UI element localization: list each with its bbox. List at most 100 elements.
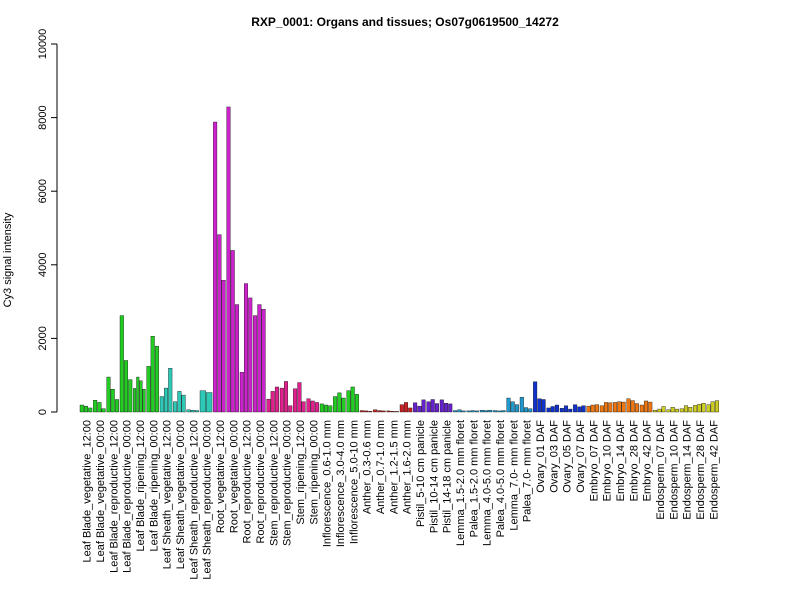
bar	[319, 403, 324, 413]
bar	[328, 405, 333, 413]
bar	[710, 401, 715, 413]
bar	[177, 391, 182, 413]
x-tick-label: Lemma_4.0-5.0 mm floret	[482, 420, 494, 546]
bar	[350, 386, 355, 413]
y-tick-label: 10000	[37, 29, 49, 60]
bar	[293, 388, 298, 413]
bar	[577, 406, 582, 413]
bar	[697, 404, 702, 413]
bar	[666, 409, 671, 413]
x-tick-label: Stem_reproductive_12:00	[268, 420, 280, 546]
bar	[573, 404, 578, 413]
bar	[479, 409, 484, 413]
bar	[497, 410, 502, 413]
x-tick-label: Embryo_28 DAF	[628, 420, 640, 502]
y-tick-label: 6000	[37, 179, 49, 203]
bar	[626, 398, 631, 413]
x-tick-label: Lemma_7.0- mm floret	[508, 420, 520, 531]
bar	[142, 389, 146, 413]
bar	[399, 404, 404, 413]
x-tick-label: Leaf Sheath_reproductive_12:00	[188, 420, 200, 580]
bar	[257, 304, 262, 413]
bar	[714, 400, 719, 413]
bar	[528, 408, 533, 413]
bars	[79, 106, 719, 413]
bar	[186, 409, 191, 413]
bar	[274, 386, 279, 413]
bar	[221, 280, 226, 413]
bar	[97, 402, 102, 413]
bar	[234, 304, 239, 413]
x-tick-label: Root_reproductive_00:00	[255, 420, 267, 544]
x-tick-label: Stem_ripening_00:00	[308, 420, 320, 525]
bar	[434, 403, 439, 413]
bar	[110, 389, 115, 413]
bar	[377, 410, 382, 413]
bar	[266, 398, 271, 413]
bar	[514, 404, 519, 413]
bar	[484, 410, 489, 413]
bar	[634, 403, 639, 413]
x-tick-label: Palea_7.0- mm floret	[522, 420, 534, 522]
bar	[599, 405, 604, 413]
bar	[154, 345, 159, 413]
x-tick-label: Leaf Blade_vegetative_00:00	[95, 420, 107, 563]
bar	[488, 409, 493, 413]
bar	[159, 396, 164, 413]
bar	[674, 408, 679, 413]
bar	[84, 405, 89, 413]
x-tick-label: Leaf Sheath_reproductive_00:00	[202, 420, 214, 580]
bar	[206, 392, 213, 413]
x-tick-label: Root_reproductive_12:00	[242, 420, 254, 544]
bar	[139, 380, 143, 413]
bar	[404, 402, 409, 413]
x-tick-label: Embryo_42 DAF	[642, 420, 654, 502]
bar	[253, 315, 258, 413]
x-tick-label: Leaf Blade_ripening_12:00	[135, 420, 147, 552]
bar	[373, 409, 378, 413]
x-tick-label: Leaf Sheath_vegetative_00:00	[175, 420, 187, 569]
bar	[217, 234, 222, 413]
x-axis: Leaf Blade_vegetative_12:00 Leaf Blade_ve…	[82, 420, 721, 580]
x-tick-label: Anther_0.7-1.0 mm	[375, 420, 387, 514]
bar	[657, 408, 662, 413]
bar	[368, 411, 373, 413]
bar	[648, 401, 653, 413]
bar	[524, 407, 529, 413]
x-tick-label: Endosperm_07 DAF	[655, 420, 667, 520]
bar	[537, 398, 542, 413]
bar	[124, 360, 129, 413]
bar	[701, 402, 706, 413]
bar	[261, 309, 266, 413]
bar	[430, 399, 435, 413]
y-axis-label: Cy3 signal intensity	[2, 212, 14, 307]
bar	[506, 397, 511, 413]
bar	[333, 396, 338, 413]
y-tick-label: 4000	[37, 253, 49, 277]
x-tick-label: Leaf Blade_ripening_00:00	[148, 420, 160, 552]
bar	[359, 410, 364, 413]
bar	[608, 402, 613, 413]
x-tick-label: Leaf Blade_vegetative_12:00	[82, 420, 94, 563]
bar	[173, 401, 178, 413]
bar	[279, 387, 284, 413]
bar	[644, 400, 649, 413]
bar	[679, 408, 684, 413]
bar	[190, 409, 195, 413]
y-tick-label: 0	[37, 409, 49, 415]
bar	[568, 408, 573, 413]
bar	[93, 400, 98, 413]
bar	[448, 403, 453, 413]
bar	[114, 399, 119, 413]
bar	[439, 399, 444, 413]
bar	[150, 336, 155, 413]
bar	[617, 401, 622, 413]
bar	[661, 406, 666, 413]
bar	[199, 390, 206, 413]
bar	[306, 398, 311, 413]
bar	[88, 407, 93, 413]
x-tick-label: Leaf Blade_reproductive_12:00	[108, 420, 120, 573]
x-tick-label: Embryo_14 DAF	[615, 420, 627, 502]
bar	[453, 410, 458, 413]
